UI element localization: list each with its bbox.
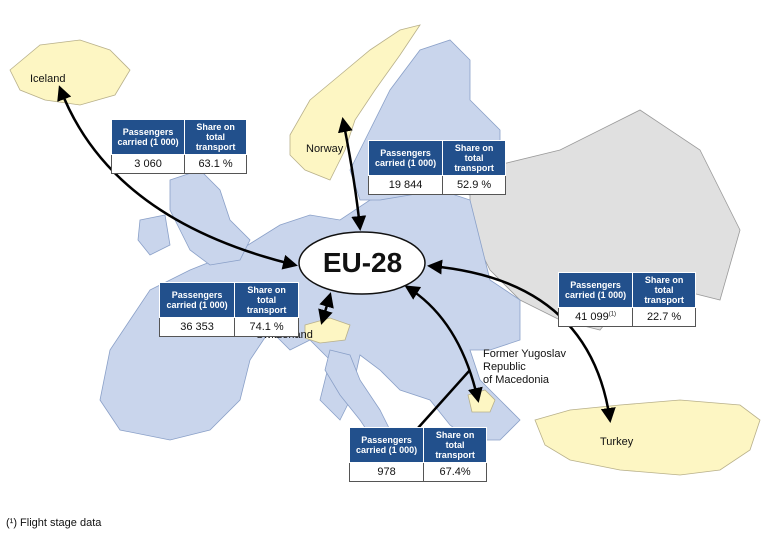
- turkey-share: 22.7 %: [632, 307, 696, 327]
- fyrom-label-line-1: Former Yugoslav: [483, 348, 566, 360]
- arrow-turkey: [427, 259, 616, 423]
- turkey-shape: [534, 399, 761, 476]
- switzerland-share: 74.1 %: [234, 317, 299, 337]
- switzerland-stats-table: Passengers carried (1 000) Share on tota…: [158, 282, 299, 337]
- passengers-header: Passengers carried (1 000): [110, 119, 186, 155]
- fyrom-stats-table: Passengers carried (1 000) Share on tota…: [348, 427, 487, 482]
- british-isles: [137, 169, 251, 266]
- share-header: Share on total transport: [423, 427, 487, 463]
- iceland-passengers: 3 060: [110, 154, 186, 174]
- arrow-switzerland: [318, 292, 334, 325]
- fyrom-label-line-2: Republic: [483, 361, 526, 373]
- arrow-norway: [337, 117, 367, 231]
- norway-passengers: 19 844: [367, 175, 444, 195]
- footnote: (¹) Flight stage data: [6, 517, 102, 529]
- fyrom-share: 67.4%: [423, 462, 487, 482]
- norway-label: Norway: [306, 143, 344, 155]
- passengers-header: Passengers carried (1 000): [158, 282, 236, 318]
- iceland-stats-table: Passengers carried (1 000) Share on tota…: [110, 119, 247, 174]
- turkey-label: Turkey: [600, 436, 634, 448]
- iceland-shape: [9, 39, 131, 106]
- norway-share: 52.9 %: [442, 175, 506, 195]
- passengers-header: Passengers carried (1 000): [557, 272, 634, 308]
- eu-28-label: EU-28: [322, 247, 403, 278]
- flight-stage-footnote-marker: (1): [608, 311, 617, 318]
- norway-shape: [289, 24, 421, 181]
- share-header: Share on total transport: [184, 119, 247, 155]
- passengers-header: Passengers carried (1 000): [367, 140, 444, 176]
- fyrom-passengers: 978: [348, 462, 425, 482]
- turkey-passengers-value: 41 099: [575, 311, 609, 323]
- switzerland-passengers: 36 353: [158, 317, 236, 337]
- share-header: Share on total transport: [632, 272, 696, 308]
- eu-28-ellipse: [298, 231, 426, 295]
- fyrom-label: Former Yugoslav Republic of Macedonia: [483, 348, 566, 387]
- turkey-passengers: 41 099(1): [557, 307, 634, 327]
- iceland-label: Iceland: [30, 73, 66, 85]
- share-header: Share on total transport: [442, 140, 506, 176]
- norway-stats-table: Passengers carried (1 000) Share on tota…: [367, 140, 506, 195]
- fyrom-label-line-3: of Macedonia: [483, 374, 550, 386]
- passengers-header: Passengers carried (1 000): [348, 427, 425, 463]
- turkey-stats-table: Passengers carried (1 000) Share on tota…: [557, 272, 696, 327]
- arrow-iceland: [57, 85, 298, 270]
- iceland-share: 63.1 %: [184, 154, 247, 174]
- share-header: Share on total transport: [234, 282, 299, 318]
